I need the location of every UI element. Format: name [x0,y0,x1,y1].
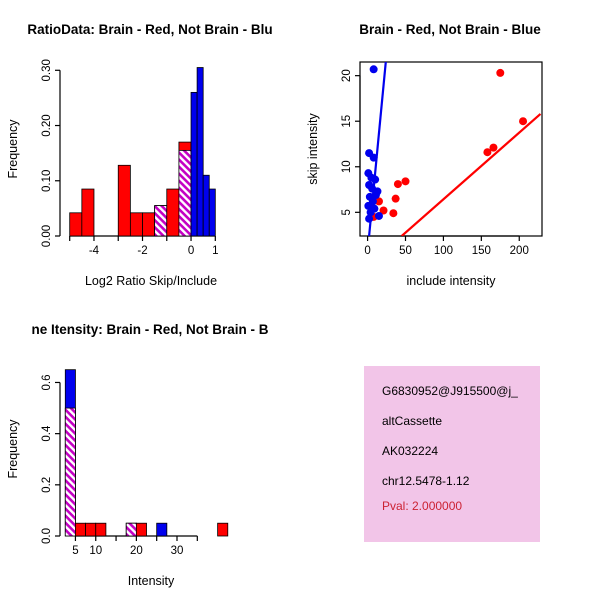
svg-text:0.20: 0.20 [41,114,53,136]
event-type-text: altCassette [382,414,443,428]
locus-text: chr12.5478-1.12 [382,474,470,488]
svg-text:5: 5 [341,209,353,215]
gene-id-text: G6830952@J915500@j_ [382,384,518,398]
scatter-xlabel: include intensity [406,274,496,288]
gene-histogram-xlabel: Intensity [127,574,175,588]
svg-text:0.6: 0.6 [41,374,53,390]
tick-labels: -4 -2 0 1 0.00 0.10 0.20 0.30 [41,59,219,257]
svg-text:50: 50 [399,245,412,257]
svg-text:0: 0 [364,245,370,257]
svg-text:15: 15 [341,115,353,128]
svg-text:200: 200 [510,245,529,257]
ratio-histogram-xlabel: Log2 Ratio Skip/Include [84,274,218,288]
tick-labels: 5 10 20 30 0.0 0.2 0.4 0.6 [41,374,183,557]
svg-text:-2: -2 [137,245,147,257]
svg-text:20: 20 [130,545,143,557]
svg-text:150: 150 [472,245,491,257]
panel-ratio-histogram: RatioData: Brain - Red, Not Brain - Blu … [0,0,300,300]
histogram-bars [69,67,216,237]
svg-text:0.4: 0.4 [41,425,53,442]
svg-text:0: 0 [188,245,194,257]
svg-text:10: 10 [89,545,102,557]
svg-text:0.0: 0.0 [41,528,53,544]
plot-box [359,61,543,237]
svg-text:0.00: 0.00 [41,225,53,247]
ratio-histogram-title: RatioData: Brain - Red, Not Brain - Blu [27,22,273,37]
svg-text:20: 20 [341,69,353,82]
svg-text:100: 100 [434,245,453,257]
svg-text:0.2: 0.2 [41,477,53,493]
accession-text: AK032224 [382,444,439,458]
gene-histogram-plot: 5 10 20 30 0.0 0.2 0.4 0.6 [41,369,229,557]
panel-intensity-scatter: Brain - Red, Not Brain - Blue 0 50 100 150 2… [300,0,600,300]
ratio-histogram-ylabel: Frequency [6,119,20,179]
axes [55,381,198,541]
svg-text:5: 5 [72,545,78,557]
histogram-bars [64,369,229,537]
svg-text:0.10: 0.10 [41,170,53,192]
info-box: G6830952@J915500@j_ altCassette AK032224… [364,366,540,542]
svg-text:10: 10 [341,160,353,173]
scatter-plot: 0 50 100 150 200 5 10 15 20 [341,61,543,257]
gene-histogram-title: ne Itensity: Brain - Red, Not Brain - B [31,322,269,337]
svg-text:-4: -4 [89,245,100,257]
scatter-content [364,62,542,236]
svg-text:1: 1 [212,245,218,257]
scatter-title: Brain - Red, Not Brain - Blue [359,22,541,37]
panel-gene-intensity-histogram: ne Itensity: Brain - Red, Not Brain - B … [0,300,300,600]
pval-text: Pval: 2.000000 [382,499,463,513]
svg-text:0.30: 0.30 [41,59,53,81]
panel-info: G6830952@J915500@j_ altCassette AK032224… [300,300,600,600]
svg-text:30: 30 [171,545,184,557]
ratio-histogram-plot: -4 -2 0 1 0.00 0.10 0.20 0.30 [41,59,219,257]
scatter-ylabel: skip intensity [306,113,320,185]
gene-histogram-ylabel: Frequency [6,419,20,479]
tick-labels: 0 50 100 150 200 5 10 15 20 [341,69,529,257]
